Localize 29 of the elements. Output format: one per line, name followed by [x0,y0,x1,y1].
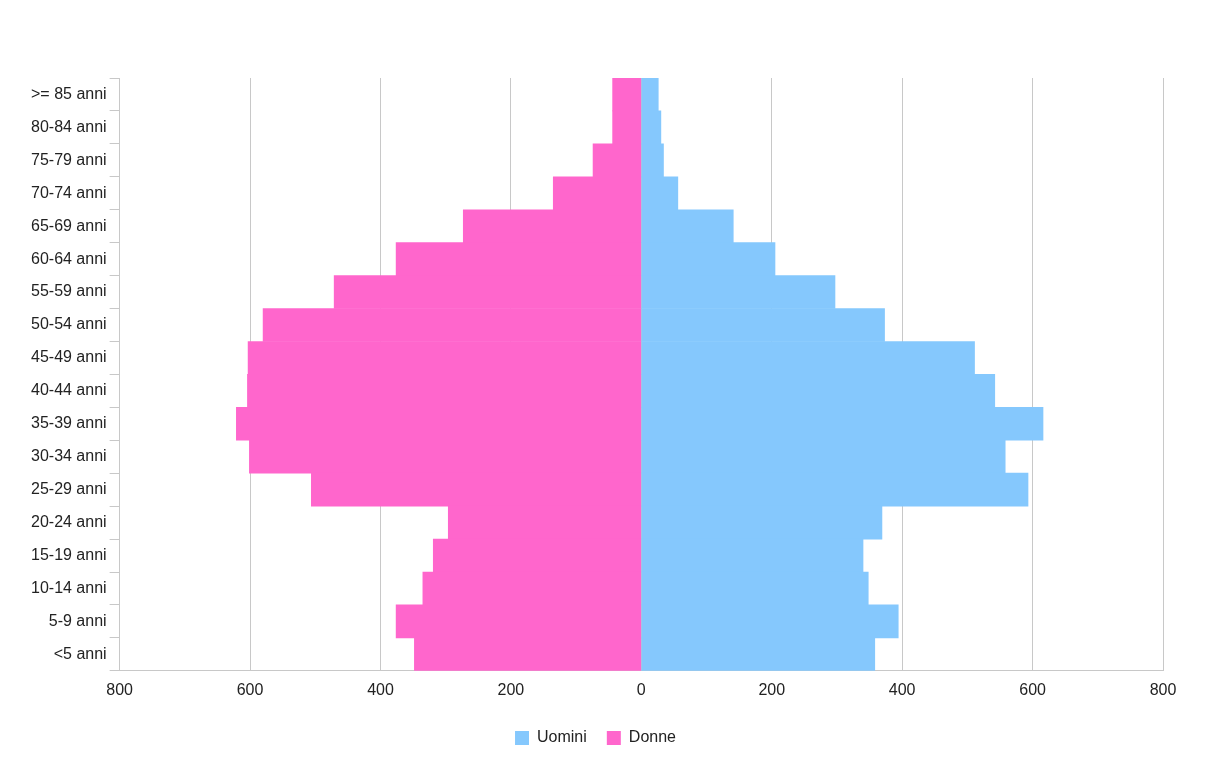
y-tick-label: 35-39 anni [31,414,107,432]
y-tick-label: 55-59 anni [31,282,107,300]
y-tick-label: 15-19 anni [31,545,107,563]
y-tick-label: 20-24 anni [31,513,107,531]
x-tick-label: 0 [636,680,646,698]
y-tick-label: 80-84 anni [31,117,107,135]
y-tick-label: 65-69 anni [31,216,107,234]
y-tick-label: <5 anni [53,644,107,662]
y-tick-label: 50-54 anni [31,315,107,333]
x-tick-label: 800 [106,680,134,698]
x-tick-label: 400 [367,680,394,698]
y-tick-label: 45-49 anni [31,348,107,366]
y-tick-label: >= 85 anni [31,84,107,102]
x-tick-label: 600 [236,680,264,698]
y-tick-label: 10-14 anni [31,578,107,596]
x-tick-label: 200 [497,680,525,698]
x-tick-label: 400 [888,680,916,698]
legend-label: Donne [628,728,677,746]
y-tick-label: 5-9 anni [48,611,107,629]
y-tick-label: 60-64 anni [31,249,107,267]
y-tick-label: 30-34 anni [31,447,107,465]
x-tick-label: 200 [758,680,786,698]
y-tick-label: 40-44 anni [31,381,107,399]
x-tick-label: 800 [1149,680,1177,698]
y-tick-label: 70-74 anni [31,183,107,201]
x-tick-label: 600 [1019,680,1047,698]
y-tick-label: 75-79 anni [31,150,107,168]
y-tick-label: 25-29 anni [31,480,107,498]
legend-label: Uomini [537,728,587,746]
